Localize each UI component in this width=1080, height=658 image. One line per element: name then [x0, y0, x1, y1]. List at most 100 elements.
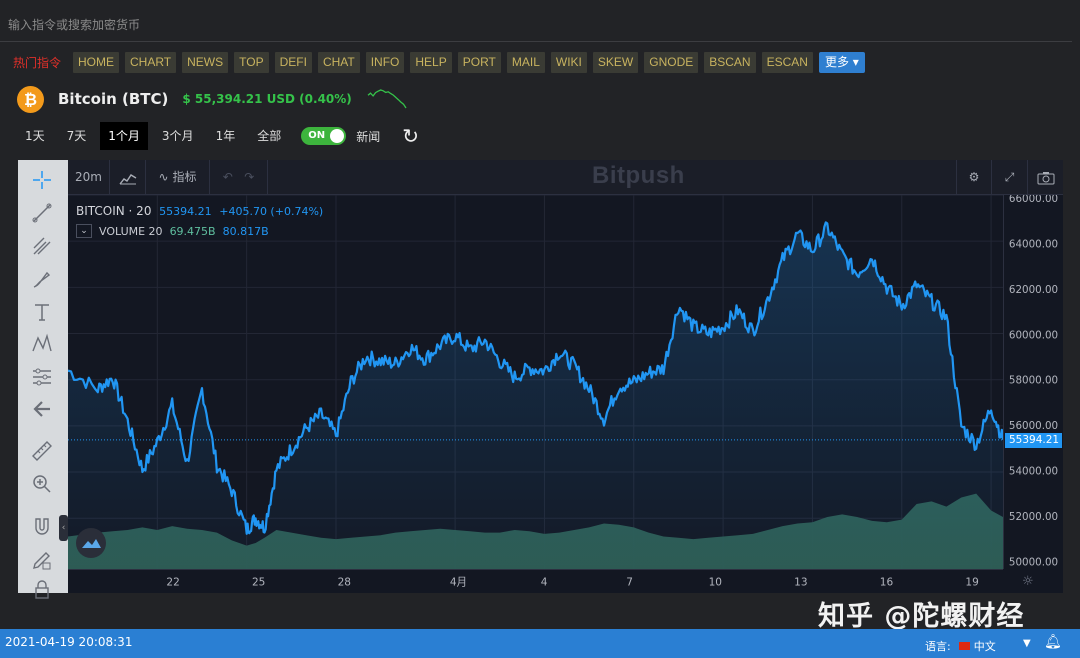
range-1d-button[interactable]: 1天: [25, 129, 45, 143]
collapse-chevron-icon[interactable]: ⌄: [76, 224, 92, 238]
watermark-text: 知乎 @陀螺财经: [818, 601, 1025, 632]
cmd-escan-button[interactable]: ESCAN: [761, 51, 813, 73]
chart-logo-icon: [76, 528, 106, 558]
brush-icon[interactable]: [27, 267, 57, 293]
crosshair-icon[interactable]: [27, 168, 57, 194]
y-tick-label: 50000.00: [1009, 556, 1058, 568]
interval-button[interactable]: 20m: [68, 160, 110, 195]
hot-commands-label: 热门指令: [13, 55, 62, 70]
price-axis[interactable]: 66000.00 64000.00 62000.00 60000.00 58000.00…: [1003, 195, 1063, 569]
search-bar: [0, 10, 1072, 42]
cmd-info-button[interactable]: INFO: [365, 51, 405, 73]
language-selector[interactable]: 语言: 中文: [925, 638, 996, 654]
last-price-tag: 55394.21: [1005, 432, 1062, 448]
chart-brand-watermark: Bitpush: [592, 162, 685, 189]
range-1y-button[interactable]: 1年: [215, 129, 236, 143]
range-3m-button[interactable]: 3个月: [161, 129, 194, 143]
hot-commands-row: 热门指令 HOME CHART NEWS TOP DEFI CHAT INFO …: [13, 51, 865, 73]
pitchfork-icon[interactable]: [27, 234, 57, 260]
search-input[interactable]: [0, 10, 1072, 40]
y-tick-label: 60000.00: [1009, 329, 1058, 341]
coin-name: Bitcoin (BTC): [58, 90, 169, 108]
back-arrow-icon[interactable]: [27, 397, 57, 423]
x-tick-label: 28: [338, 576, 351, 588]
volume-label: VOLUME 20: [99, 224, 163, 238]
y-tick-label: 54000.00: [1009, 465, 1058, 477]
toolbar-collapse-handle[interactable]: ‹: [59, 515, 68, 541]
range-7d-button[interactable]: 7天: [66, 129, 87, 143]
x-tick-label: 13: [794, 576, 807, 588]
x-tick-label: 25: [252, 576, 265, 588]
time-range-selector: 1天 7天 1个月 3个月 1年 全部 ON 新闻 ↻: [17, 121, 419, 151]
bell-icon[interactable]: 🔔︎: [1044, 634, 1062, 650]
indicators-button[interactable]: ∿ 指标: [146, 160, 210, 195]
cmd-port-button[interactable]: PORT: [457, 51, 501, 73]
time-axis[interactable]: 22 25 28 4月 4 7 10 13 16 19: [68, 569, 1003, 593]
price-plot-area[interactable]: [68, 195, 1003, 569]
legend-change: +405.70 (+0.74%): [219, 205, 324, 218]
x-tick-label: 4: [541, 576, 548, 588]
toggle-label: ON: [308, 130, 326, 141]
volume-legend: ⌄ VOLUME 20 69.475B 80.817B: [76, 224, 269, 238]
cmd-top-button[interactable]: TOP: [234, 51, 269, 73]
magnet-icon[interactable]: [27, 515, 57, 541]
status-timestamp: 2021-04-19 20:08:31: [5, 635, 133, 649]
series-legend: BITCOIN · 20 55394.21 +405.70 (+0.74%): [76, 204, 323, 218]
y-tick-label: 56000.00: [1009, 420, 1058, 432]
zoom-in-icon[interactable]: [27, 472, 57, 498]
cmd-mail-button[interactable]: MAIL: [506, 51, 545, 73]
y-tick-label: 52000.00: [1009, 511, 1058, 523]
undo-icon[interactable]: ↶: [222, 170, 233, 184]
toggle-knob: [330, 129, 345, 143]
language-value: 中文: [973, 640, 996, 653]
cmd-defi-button[interactable]: DEFI: [274, 51, 312, 73]
trend-line-icon[interactable]: [27, 201, 57, 227]
fullscreen-icon[interactable]: ⤢: [992, 160, 1028, 195]
coin-header: ₿ Bitcoin (BTC) $ 55,394.21 USD (0.40%): [17, 85, 408, 113]
chart-type-icon[interactable]: [110, 160, 146, 195]
legend-symbol: BITCOIN · 20: [76, 204, 152, 218]
chart-top-toolbar: 20m ∿ 指标 ↶ ↷ Bitpush ⚙ ⤢: [68, 160, 1063, 195]
x-tick-label: 10: [709, 576, 722, 588]
redo-icon[interactable]: ↷: [244, 170, 255, 184]
x-tick-label: 4月: [450, 576, 467, 588]
lock-icon[interactable]: [27, 578, 57, 604]
prediction-icon[interactable]: [27, 365, 57, 391]
indicators-icon: ∿: [158, 170, 169, 184]
refresh-icon[interactable]: ↻: [402, 124, 419, 148]
language-dropdown-icon[interactable]: ▼: [1023, 638, 1031, 649]
cmd-bscan-button[interactable]: BSCAN: [704, 51, 756, 73]
cmd-help-button[interactable]: HELP: [410, 51, 452, 73]
axis-settings-icon[interactable]: ☼: [1022, 574, 1034, 589]
undo-redo-group: ↶ ↷: [210, 160, 268, 195]
ruler-icon[interactable]: [27, 439, 57, 465]
indicators-label: 指标: [172, 170, 197, 184]
lock-drawing-icon[interactable]: [27, 548, 57, 574]
text-tool-icon[interactable]: [27, 300, 57, 326]
cmd-skew-button[interactable]: SKEW: [592, 51, 639, 73]
price-line: [68, 221, 1003, 535]
cmd-chat-button[interactable]: CHAT: [317, 51, 360, 73]
volume-value-a: 69.475B: [169, 224, 216, 238]
pattern-icon[interactable]: [27, 332, 57, 358]
range-1m-button[interactable]: 1个月: [100, 122, 148, 150]
coin-price: $ 55,394.21 USD (0.40%): [182, 92, 352, 106]
price-sparkline: [367, 89, 407, 109]
bitcoin-logo-icon: ₿: [17, 85, 44, 113]
cmd-chart-button[interactable]: CHART: [125, 51, 177, 73]
news-label: 新闻: [356, 129, 381, 144]
range-all-button[interactable]: 全部: [257, 129, 282, 143]
x-tick-label: 16: [880, 576, 894, 588]
volume-value-b: 80.817B: [222, 224, 269, 238]
news-toggle[interactable]: ON: [301, 127, 347, 145]
settings-gear-icon[interactable]: ⚙: [956, 160, 992, 195]
more-commands-button[interactable]: 更多 ▾: [818, 51, 865, 73]
price-area: [68, 222, 1003, 569]
camera-icon[interactable]: [1028, 160, 1063, 195]
x-tick-label: 7: [626, 576, 633, 588]
cmd-gnode-button[interactable]: GNODE: [644, 51, 699, 73]
cmd-wiki-button[interactable]: WIKI: [550, 51, 587, 73]
cmd-home-button[interactable]: HOME: [73, 51, 120, 73]
cmd-news-button[interactable]: NEWS: [182, 51, 229, 73]
